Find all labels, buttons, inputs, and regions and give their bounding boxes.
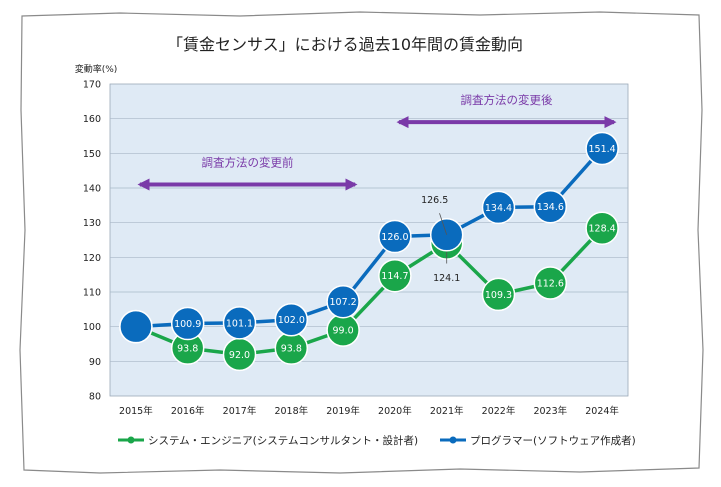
x-tick-label: 2022年 — [482, 405, 516, 417]
data-label: 93.8 — [281, 344, 302, 355]
data-point — [326, 284, 360, 319]
data-label: 134.6 — [537, 202, 564, 213]
data-point — [170, 306, 205, 341]
data-label: 102.0 — [278, 315, 305, 326]
data-label: 126.5 — [421, 195, 448, 206]
data-label: 100.9 — [174, 319, 201, 330]
y-tick-label: 100 — [83, 322, 101, 333]
data-point — [585, 131, 619, 166]
legend-label: システム・エンジニア(システムコンサルタント・設計者) — [148, 434, 418, 447]
data-label: 99.0 — [333, 326, 354, 337]
data-label: 93.8 — [177, 344, 198, 355]
x-tick-label: 2017年 — [223, 405, 257, 417]
x-tick-label: 2018年 — [274, 405, 308, 417]
data-point — [222, 306, 257, 340]
legend-swatch-marker — [449, 436, 457, 444]
y-tick-label: 120 — [83, 253, 101, 264]
x-tick-label: 2024年 — [585, 405, 619, 417]
y-tick-label: 130 — [83, 218, 101, 229]
y-tick-label: 150 — [83, 149, 101, 160]
data-point — [481, 190, 516, 225]
data-label: 109.3 — [485, 290, 512, 301]
x-tick-label: 2020年 — [378, 405, 412, 417]
x-tick-label: 2016年 — [171, 405, 205, 417]
data-point — [274, 302, 309, 337]
series-line-1 — [135, 227, 604, 357]
x-tick-label: 2015年 — [119, 405, 153, 417]
leader-line — [439, 213, 448, 235]
x-tick-label: 2021年 — [430, 405, 464, 417]
data-label: 134.4 — [485, 203, 512, 214]
data-point — [119, 309, 153, 344]
data-label: 151.4 — [588, 144, 615, 155]
data-point — [378, 219, 412, 254]
data-label: 126.0 — [381, 232, 408, 243]
x-tick-label: 2023年 — [533, 405, 567, 417]
y-tick-label: 160 — [83, 114, 101, 125]
y-tick-label: 110 — [83, 288, 101, 299]
data-label: 128.4 — [588, 224, 615, 235]
data-label: 114.7 — [381, 271, 408, 282]
y-tick-label: 90 — [89, 357, 101, 368]
chart-title: 「賃金センサス」における過去10年間の賃金動向 — [167, 35, 523, 54]
data-point — [481, 277, 516, 312]
legend-swatch-marker — [127, 436, 135, 444]
series-line-2 — [135, 147, 604, 329]
data-label: 107.2 — [329, 297, 356, 308]
data-label: 124.1 — [433, 273, 460, 284]
data-label: 92.0 — [229, 350, 250, 361]
y-tick-label: 140 — [83, 184, 101, 195]
data-point — [378, 258, 412, 293]
data-point — [533, 189, 568, 224]
y-tick-label: 80 — [89, 392, 101, 403]
annotation-label: 調査方法の変更後 — [461, 93, 553, 107]
legend-label: プログラマー(ソフトウェア作成者) — [470, 434, 636, 447]
data-label: 112.6 — [537, 278, 564, 289]
y-axis-label: 変動率(%) — [75, 63, 118, 75]
y-tick-label: 170 — [83, 80, 101, 91]
data-point — [533, 266, 568, 300]
annotation-label: 調査方法の変更前 — [202, 156, 294, 170]
x-tick-label: 2019年 — [326, 405, 360, 417]
data-label: 101.1 — [226, 318, 253, 329]
data-point — [585, 211, 619, 245]
